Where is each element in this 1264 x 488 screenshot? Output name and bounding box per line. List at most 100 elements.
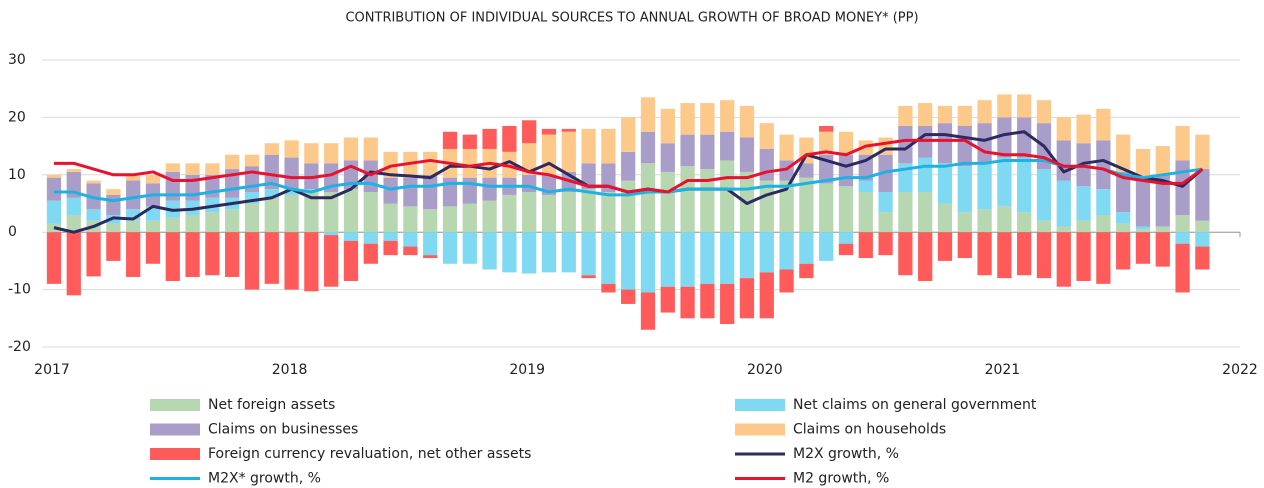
bar-segment xyxy=(799,263,814,279)
bar-segment xyxy=(957,105,972,127)
bar-segment xyxy=(799,163,814,178)
bar-segment xyxy=(601,192,616,233)
bar-segment xyxy=(561,128,576,132)
bar-segment xyxy=(46,232,62,284)
bar-segment xyxy=(324,143,339,164)
x-tick-label: 2020 xyxy=(747,362,783,378)
bar-segment xyxy=(1135,177,1151,227)
bar-segment xyxy=(660,143,675,172)
legend-label: Foreign currency revaluation, net other … xyxy=(208,446,531,462)
bar-segment xyxy=(720,131,735,161)
bar-segment xyxy=(145,174,161,184)
bar-segment xyxy=(997,117,1012,158)
bar-segment xyxy=(225,209,240,233)
y-tick-label: 0 xyxy=(8,224,17,240)
bar-segment xyxy=(423,232,438,256)
bar-segment xyxy=(1155,226,1170,233)
bar-segment xyxy=(106,223,121,233)
bar-segment xyxy=(541,134,557,175)
bar-segment xyxy=(284,189,299,195)
bar-segment xyxy=(86,232,101,277)
bar-segment xyxy=(997,94,1012,118)
bar-segment xyxy=(759,148,774,181)
bar-segment xyxy=(601,283,616,293)
bar-segment xyxy=(205,163,220,175)
y-tick-label: -20 xyxy=(8,339,31,355)
bar-segment xyxy=(838,131,854,155)
bar-segment xyxy=(621,151,636,181)
bar-segment xyxy=(937,123,953,164)
bar-segment xyxy=(1076,232,1091,281)
bar-segment xyxy=(739,105,755,138)
bar-segment xyxy=(462,134,477,149)
bar-segment xyxy=(1056,232,1071,287)
bar-segment xyxy=(1135,226,1151,230)
bar-segment xyxy=(383,203,398,233)
bar-segment xyxy=(680,232,695,287)
bar-segment xyxy=(561,232,576,273)
bar-segment xyxy=(1017,117,1032,158)
bar-segment xyxy=(1175,243,1190,293)
bar-segment xyxy=(244,232,260,290)
bar-segment xyxy=(977,123,992,164)
bar-segment xyxy=(126,220,141,233)
bar-segment xyxy=(561,192,576,233)
bar-segment xyxy=(1096,108,1111,141)
bar-segment xyxy=(86,209,101,221)
bar-segment xyxy=(700,232,715,284)
x-tick-label: 2017 xyxy=(34,362,70,378)
legend-swatch xyxy=(150,399,200,411)
bar-segment xyxy=(343,232,359,241)
y-tick-label: -10 xyxy=(8,282,31,298)
bar-segment xyxy=(205,212,220,233)
bar-segment xyxy=(244,203,260,233)
legend-swatch xyxy=(150,423,200,436)
bar-segment xyxy=(957,166,972,213)
bar-segment xyxy=(1155,146,1170,175)
bar-segment xyxy=(462,148,477,178)
bar-segment xyxy=(898,232,913,276)
bar-segment xyxy=(66,169,81,172)
bar-segment xyxy=(700,283,715,319)
bar-segment xyxy=(640,97,656,132)
bar-segment xyxy=(522,143,537,175)
bar-segment xyxy=(522,120,537,144)
bar-segment xyxy=(126,174,141,181)
bar-segment xyxy=(343,137,359,161)
bar-segment xyxy=(601,128,616,164)
bar-segment xyxy=(126,232,141,277)
bar-segment xyxy=(997,157,1012,207)
bar-segment xyxy=(838,232,854,244)
bar-segment xyxy=(1036,232,1052,279)
bar-segment xyxy=(423,209,438,233)
bar-segment xyxy=(46,200,62,224)
bar-segment xyxy=(601,232,616,284)
bar-segment xyxy=(264,154,279,190)
bar-segment xyxy=(977,209,992,233)
chart-title: CONTRIBUTION OF INDIVIDUAL SOURCES TO AN… xyxy=(345,11,918,26)
bar-segment xyxy=(304,192,319,233)
legend-label: M2X* growth, % xyxy=(208,471,321,487)
bar-segment xyxy=(581,189,596,233)
bar-segment xyxy=(423,151,438,175)
legend-label: Net foreign assets xyxy=(208,397,335,413)
bar-segment xyxy=(502,194,517,233)
bar-segment xyxy=(1017,157,1032,213)
x-tick-label: 2021 xyxy=(985,362,1021,378)
bar-segment xyxy=(403,206,418,233)
legend-label: M2X growth, % xyxy=(793,446,899,462)
bar-segment xyxy=(779,269,794,293)
bar-segment xyxy=(957,126,972,167)
legend-swatch xyxy=(735,399,785,411)
bar-segment xyxy=(165,217,180,233)
bar-segment xyxy=(482,177,497,201)
bar-segment xyxy=(1076,114,1091,144)
bar-segment xyxy=(284,157,299,190)
bar-segment xyxy=(838,186,854,233)
bar-segment xyxy=(858,232,873,259)
bar-segment xyxy=(957,232,972,259)
bar-segment xyxy=(126,209,141,221)
bar-segment xyxy=(700,169,715,233)
bar-segment xyxy=(720,232,735,284)
bar-segment xyxy=(1017,212,1032,233)
